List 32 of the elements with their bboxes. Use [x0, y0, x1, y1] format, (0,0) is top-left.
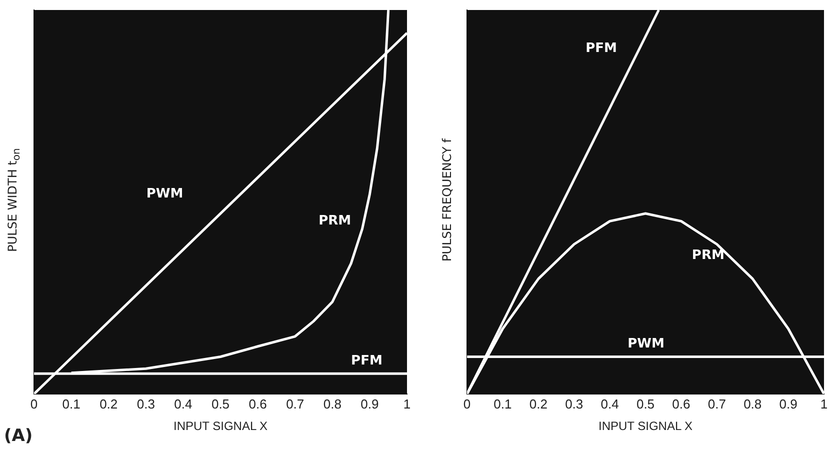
x-tick-label: 1 — [820, 396, 828, 412]
x-tick-label: 0.6 — [248, 396, 267, 412]
x-tick-label: 0.8 — [323, 396, 342, 412]
x-tick-label: 0 — [463, 396, 471, 412]
x-tick-label: 0.4 — [600, 396, 619, 412]
series-label: PFM — [351, 354, 382, 369]
text: (A) — [4, 426, 33, 446]
x-tick-label: 0.5 — [211, 396, 230, 412]
x-tick-label: 0.1 — [62, 396, 80, 412]
x-tick-label: 0.7 — [286, 396, 304, 412]
series-label: PRM — [318, 214, 352, 229]
x-tick-label: 0.7 — [708, 396, 726, 412]
x-tick-label: 0.3 — [136, 396, 155, 412]
x-tick-label: 0.1 — [494, 396, 512, 412]
x-tick-label: 0.4 — [174, 396, 192, 412]
series-label: PFM — [586, 40, 617, 56]
series-label: PRM — [692, 248, 724, 264]
x-tick-label: 1 — [403, 396, 411, 412]
x-tick-label: 0.9 — [779, 396, 798, 412]
x-tick-label: 0.2 — [100, 396, 118, 412]
x-tick-label: 0.3 — [565, 396, 584, 412]
x-tick-label: 0 — [30, 396, 38, 412]
x-tick-label: 0.2 — [529, 396, 548, 412]
x-axis-title: INPUT SIGNAL X — [598, 419, 693, 434]
series-label: PWM — [628, 336, 664, 352]
x-tick-label: 0.9 — [360, 396, 379, 412]
x-axis-title: INPUT SIGNAL X — [173, 419, 268, 434]
x-tick-label: 0.8 — [744, 396, 762, 412]
y-axis-title: PULSE FREQUENCY f — [440, 138, 454, 262]
text: PWM — [146, 186, 184, 202]
x-tick-label: 0.6 — [672, 396, 690, 412]
x-tick-label: 0.5 — [636, 396, 655, 412]
